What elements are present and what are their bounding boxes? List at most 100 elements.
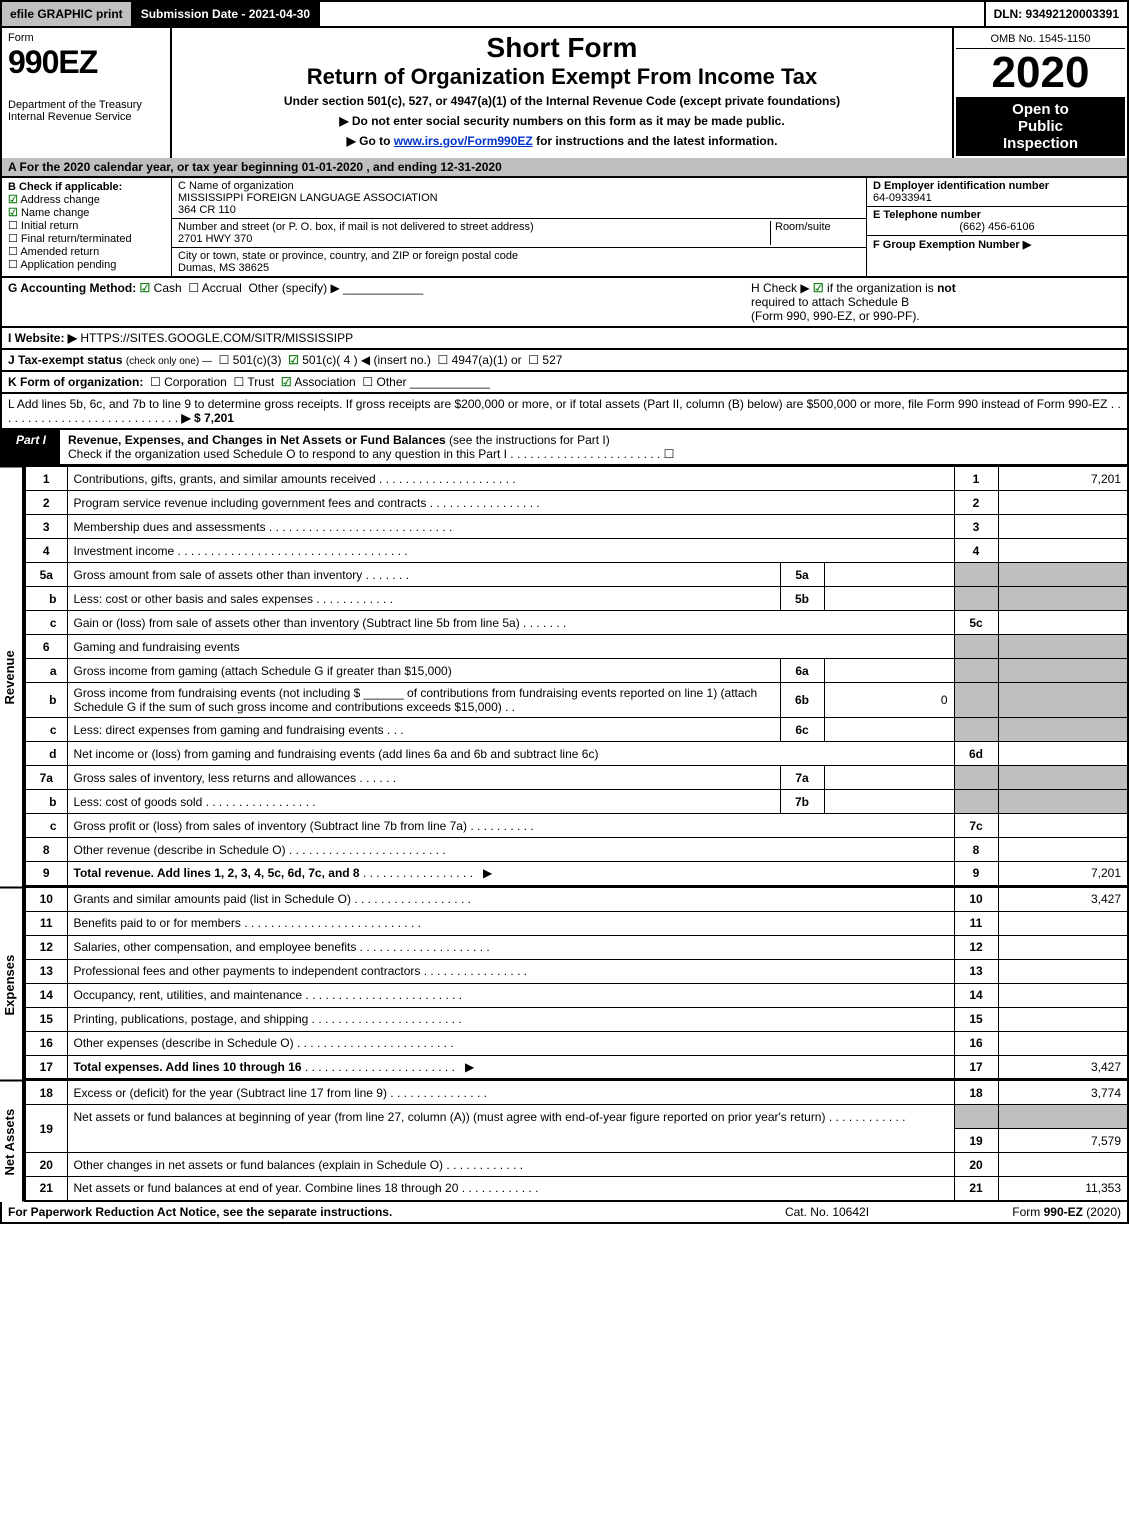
- open-line3: Inspection: [958, 135, 1123, 152]
- revenue-section: Revenue 1 Contributions, gifts, grants, …: [0, 466, 1129, 887]
- i-label: I Website: ▶: [8, 331, 77, 345]
- submission-date-tab: Submission Date - 2021-04-30: [133, 2, 320, 26]
- chk-final-return[interactable]: ☐ Final return/terminated: [8, 232, 165, 245]
- header-right: OMB No. 1545-1150 2020 Open to Public In…: [952, 28, 1127, 158]
- col-b: B Check if applicable: ☑ Address change …: [2, 178, 172, 276]
- row-i-website: I Website: ▶ HTTPS://SITES.GOOGLE.COM/SI…: [0, 328, 1129, 350]
- footer-catno: Cat. No. 10642I: [727, 1202, 927, 1222]
- line-4: 4 Investment income . . . . . . . . . . …: [25, 539, 1128, 563]
- chk-name-change[interactable]: ☑ Name change: [8, 206, 165, 219]
- block-bcdef: B Check if applicable: ☑ Address change …: [0, 178, 1129, 278]
- tax-year: 2020: [956, 49, 1125, 95]
- k-other[interactable]: Other: [376, 375, 406, 389]
- dept-irs: Internal Revenue Service: [8, 111, 164, 123]
- chk-h[interactable]: ☑: [813, 281, 824, 295]
- expenses-side-label: Expenses: [0, 887, 24, 1081]
- room-label: Room/suite: [775, 221, 831, 233]
- dln-label: DLN: 93492120003391: [984, 2, 1127, 26]
- amt-18: 3,774: [998, 1081, 1128, 1105]
- line-5c: c Gain or (loss) from sale of assets oth…: [25, 611, 1128, 635]
- j-4947[interactable]: 4947(a)(1) or: [452, 353, 522, 367]
- form-header: Form 990EZ Department of the Treasury In…: [0, 28, 1129, 158]
- c-name-cell: C Name of organization MISSISSIPPI FOREI…: [172, 178, 866, 219]
- part-1-checkbox[interactable]: ☐: [664, 447, 675, 461]
- g-other[interactable]: Other (specify) ▶: [248, 281, 339, 295]
- notice-ssn: ▶ Do not enter social security numbers o…: [178, 114, 946, 128]
- form-number: 990EZ: [8, 44, 164, 81]
- k-trust[interactable]: Trust: [247, 375, 274, 389]
- part-1-check-note: Check if the organization used Schedule …: [68, 447, 674, 461]
- line-7a: 7a Gross sales of inventory, less return…: [25, 766, 1128, 790]
- revenue-table: 1 Contributions, gifts, grants, and simi…: [24, 466, 1129, 887]
- amt-21: 11,353: [998, 1177, 1128, 1201]
- line-2: 2 Program service revenue including gove…: [25, 491, 1128, 515]
- amt-1: 7,201: [998, 467, 1128, 491]
- header-mid: Short Form Return of Organization Exempt…: [172, 28, 952, 158]
- chk-cash[interactable]: ☑: [140, 281, 151, 295]
- irs-link[interactable]: www.irs.gov/Form990EZ: [394, 134, 533, 148]
- line-18: 18 Excess or (deficit) for the year (Sub…: [25, 1081, 1128, 1105]
- line-19b: 19 7,579: [25, 1129, 1128, 1153]
- l-amount: ▶ $ 7,201: [181, 411, 234, 425]
- website-value: HTTPS://SITES.GOOGLE.COM/SITR/MISSISSIPP: [80, 331, 353, 345]
- line-a-tax-year: A For the 2020 calendar year, or tax yea…: [0, 158, 1129, 178]
- g-accrual[interactable]: Accrual: [202, 281, 242, 295]
- page-footer: For Paperwork Reduction Act Notice, see …: [0, 1202, 1129, 1224]
- j-527[interactable]: 527: [542, 353, 562, 367]
- amt-17: 3,427: [998, 1055, 1128, 1079]
- open-line2: Public: [958, 118, 1123, 135]
- header-left: Form 990EZ Department of the Treasury In…: [2, 28, 172, 158]
- d-ein-cell: D Employer identification number 64-0933…: [867, 178, 1127, 207]
- chk-amended-return[interactable]: ☐ Amended return: [8, 245, 165, 258]
- line-8: 8 Other revenue (describe in Schedule O)…: [25, 838, 1128, 862]
- line-3: 3 Membership dues and assessments . . . …: [25, 515, 1128, 539]
- j-501c: 501(c)( 4 ) ◀ (insert no.): [302, 353, 431, 367]
- j-501c3[interactable]: 501(c)(3): [233, 353, 282, 367]
- line-5a: 5a Gross amount from sale of assets othe…: [25, 563, 1128, 587]
- notice-goto: ▶ Go to www.irs.gov/Form990EZ for instru…: [178, 134, 946, 148]
- line-6c: c Less: direct expenses from gaming and …: [25, 718, 1128, 742]
- g-label: G Accounting Method:: [8, 281, 136, 295]
- org-name: MISSISSIPPI FOREIGN LANGUAGE ASSOCIATION: [178, 192, 438, 204]
- subtitle: Under section 501(c), 527, or 4947(a)(1)…: [178, 94, 946, 108]
- line-19: 19 Net assets or fund balances at beginn…: [25, 1105, 1128, 1129]
- efile-print-tab[interactable]: efile GRAPHIC print: [2, 2, 133, 26]
- j-label: J Tax-exempt status: [8, 353, 123, 367]
- line-6b: b Gross income from fundraising events (…: [25, 683, 1128, 718]
- d-label: D Employer identification number: [873, 180, 1049, 192]
- row-l-gross-receipts: L Add lines 5b, 6c, and 7b to line 9 to …: [0, 394, 1129, 430]
- net-assets-section: Net Assets 18 Excess or (deficit) for th…: [0, 1080, 1129, 1202]
- chk-address-change[interactable]: ☑ Address change: [8, 193, 165, 206]
- street-label: Number and street (or P. O. box, if mail…: [178, 221, 534, 233]
- j-note: (check only one) —: [126, 356, 212, 367]
- goto-pre: ▶ Go to: [347, 134, 394, 148]
- top-bar: efile GRAPHIC print Submission Date - 20…: [0, 0, 1129, 28]
- h-schedule-b: H Check ▶ ☑ if the organization is not r…: [751, 281, 1121, 323]
- part-1-header: Part I Revenue, Expenses, and Changes in…: [0, 430, 1129, 466]
- line-15: 15 Printing, publications, postage, and …: [25, 1007, 1128, 1031]
- line-7b: b Less: cost of goods sold . . . . . . .…: [25, 790, 1128, 814]
- chk-initial-return[interactable]: ☐ Initial return: [8, 219, 165, 232]
- e-phone-cell: E Telephone number (662) 456-6106: [867, 207, 1127, 236]
- k-corp[interactable]: Corporation: [164, 375, 227, 389]
- l-text: L Add lines 5b, 6c, and 7b to line 9 to …: [8, 397, 1107, 411]
- h-line2: required to attach Schedule B: [751, 295, 909, 309]
- line-10: 10 Grants and similar amounts paid (list…: [25, 887, 1128, 911]
- line-11: 11 Benefits paid to or for members . . .…: [25, 911, 1128, 935]
- chk-501c[interactable]: ☑: [288, 353, 299, 367]
- chk-application-pending[interactable]: ☐ Application pending: [8, 258, 165, 271]
- chk-association[interactable]: ☑: [281, 375, 292, 389]
- amt-19: 7,579: [998, 1129, 1128, 1153]
- amt-10: 3,427: [998, 887, 1128, 911]
- b-label: B Check if applicable:: [8, 181, 122, 193]
- expenses-section: Expenses 10 Grants and similar amounts p…: [0, 887, 1129, 1081]
- main-title: Return of Organization Exempt From Incom…: [178, 64, 946, 90]
- row-j-tax-exempt: J Tax-exempt status (check only one) — ☐…: [0, 350, 1129, 372]
- row-k-form-of-org: K Form of organization: ☐ Corporation ☐ …: [0, 372, 1129, 394]
- short-form-title: Short Form: [178, 32, 946, 64]
- line-20: 20 Other changes in net assets or fund b…: [25, 1153, 1128, 1177]
- k-label: K Form of organization:: [8, 375, 143, 389]
- h-pre: H Check ▶: [751, 281, 813, 295]
- line-6: 6 Gaming and fundraising events: [25, 635, 1128, 659]
- omb-number: OMB No. 1545-1150: [956, 30, 1125, 49]
